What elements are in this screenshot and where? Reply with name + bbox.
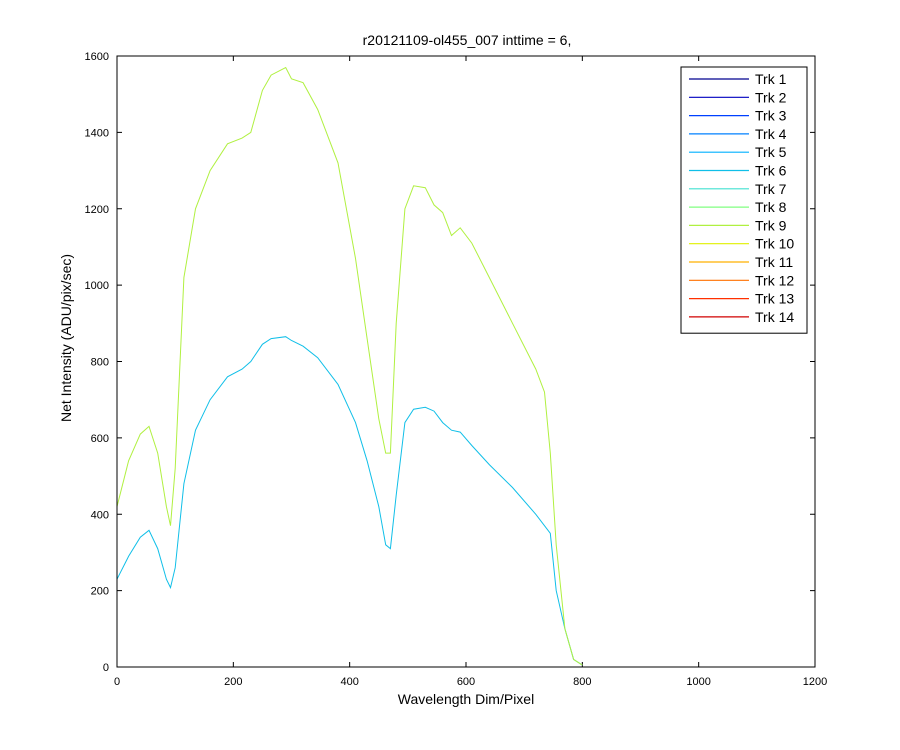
chart-title: r20121109-ol455_007 inttime = 6, (363, 32, 572, 48)
x-tick-label: 400 (340, 676, 358, 688)
axis-ticks: 0 200 400 600 800 1000 1200 0 200 400 600 800 1000 12… (85, 51, 828, 688)
legend-label: Trk 10 (755, 236, 794, 252)
legend-label: Trk 11 (755, 254, 793, 270)
y-tick-label: 1400 (85, 127, 109, 139)
y-tick-label: 200 (91, 586, 109, 598)
y-tick-label: 0 (103, 662, 109, 674)
series-line-trk-9 (116, 66, 583, 666)
y-tick-label: 600 (91, 433, 109, 445)
legend-label: Trk 14 (755, 309, 794, 325)
series-line-trk-6 (116, 336, 583, 666)
x-tick-label: 1200 (803, 676, 827, 688)
y-tick-label: 800 (91, 357, 109, 369)
x-tick-label: 600 (457, 676, 475, 688)
y-tick-label: 1200 (85, 204, 109, 216)
legend-label: Trk 9 (755, 217, 787, 233)
y-tick-label: 1600 (85, 51, 109, 63)
legend-label: Trk 12 (755, 272, 794, 288)
legend-label: Trk 4 (755, 126, 787, 142)
legend-label: Trk 6 (755, 163, 787, 179)
legend: Trk 1 Trk 2 Trk 3 Trk 4 Trk 5 Trk 6 Trk 7 Trk 8… (680, 66, 808, 334)
x-axis-label: Wavelength Dim/Pixel (398, 691, 534, 707)
legend-label: Trk 13 (755, 291, 794, 307)
legend-label: Trk 5 (755, 144, 787, 160)
x-tick-label: 0 (114, 676, 120, 688)
legend-label: Trk 7 (755, 181, 787, 197)
legend-box (680, 66, 808, 334)
y-axis-label: Net Intensity (ADU/pix/sec) (58, 254, 74, 422)
legend-label: Trk 1 (755, 71, 787, 87)
x-tick-label: 800 (573, 676, 591, 688)
x-tick-label: 1000 (686, 676, 710, 688)
y-tick-label: 1000 (85, 280, 109, 292)
legend-label: Trk 2 (755, 89, 787, 105)
y-tick-label: 400 (91, 509, 109, 521)
legend-label: Trk 3 (755, 108, 787, 124)
plot-frame (116, 55, 816, 668)
x-tick-label: 200 (224, 676, 242, 688)
legend-label: Trk 8 (755, 199, 787, 215)
